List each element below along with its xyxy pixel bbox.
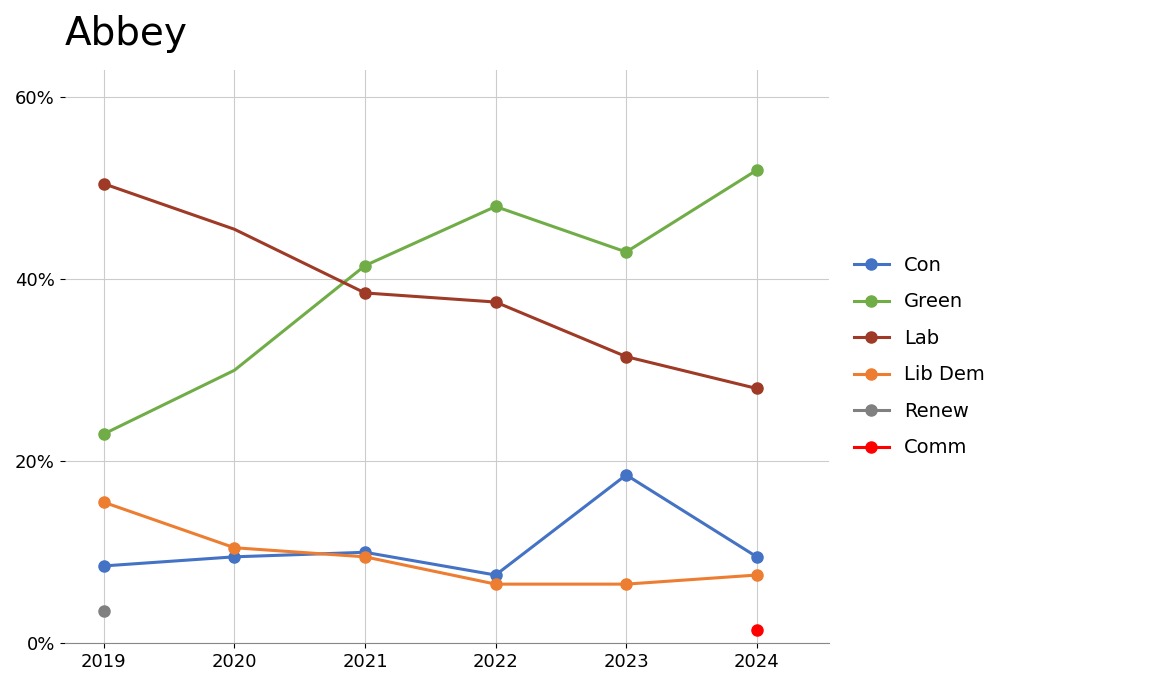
Legend: Con, Green, Lab, Lib Dem, Renew, Comm: Con, Green, Lab, Lib Dem, Renew, Comm — [846, 248, 993, 465]
Text: Abbey: Abbey — [65, 15, 188, 53]
